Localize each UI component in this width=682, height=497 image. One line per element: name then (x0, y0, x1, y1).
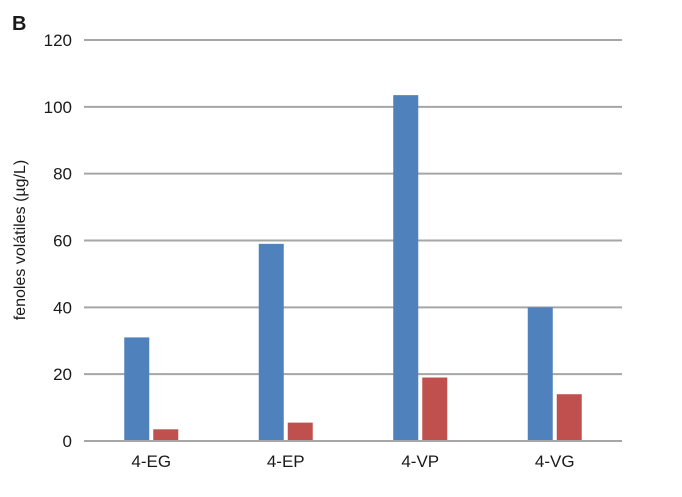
bar-4-EG-series1 (124, 337, 150, 441)
bar-4-EP-series1 (258, 243, 284, 441)
bar-4-VG-series2 (556, 394, 582, 441)
x-category-labels: 4-EG 4-EP 4-VP 4-VG (131, 452, 574, 471)
bar-4-EG-series2 (153, 429, 179, 441)
y-tick-labels: 0 20 40 60 80 100 120 (44, 31, 72, 451)
y-tick-label: 60 (53, 232, 72, 251)
y-tick-label: 100 (44, 98, 72, 117)
x-category-label: 4-VP (401, 452, 439, 471)
y-tick-label: 80 (53, 165, 72, 184)
y-tick-label: 120 (44, 31, 72, 50)
gridlines (84, 39, 622, 442)
x-category-label: 4-EG (131, 452, 171, 471)
bars (84, 95, 622, 442)
x-category-label: 4-VG (535, 452, 575, 471)
x-category-label: 4-EP (267, 452, 305, 471)
y-tick-label: 40 (53, 298, 72, 317)
panel-label: B (12, 13, 26, 35)
bar-4-VP-series2 (422, 377, 448, 441)
bar-4-VP-series1 (393, 95, 419, 441)
bar-4-EP-series2 (287, 422, 313, 441)
y-axis-title: fenoles volátiles (µg/L) (12, 160, 29, 320)
y-tick-label: 20 (53, 365, 72, 384)
y-tick-label: 0 (63, 432, 72, 451)
bar-4-VG-series1 (527, 307, 553, 441)
